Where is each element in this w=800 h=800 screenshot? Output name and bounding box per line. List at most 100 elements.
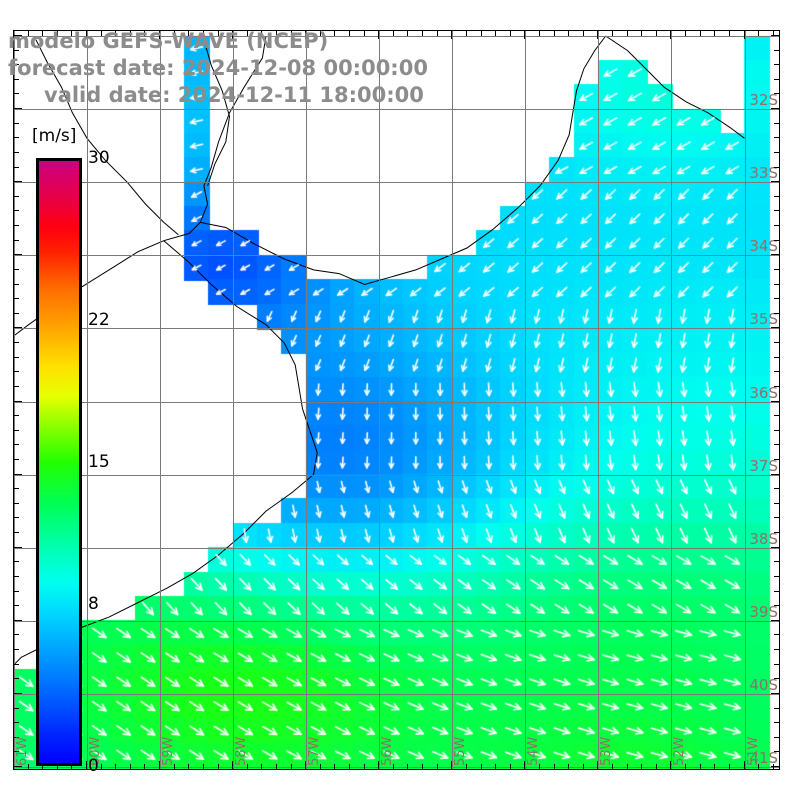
tick: [774, 722, 780, 723]
tick: [641, 30, 642, 36]
tick: [670, 30, 671, 39]
colorbar-tick-0: 0: [88, 756, 99, 776]
tick: [320, 30, 321, 36]
tick: [771, 181, 780, 182]
tick: [305, 30, 306, 39]
tick: [13, 298, 19, 299]
tick: [13, 284, 19, 285]
tick: [774, 737, 780, 738]
tick: [349, 30, 350, 36]
tick: [291, 764, 292, 770]
colorbar-unit-label: [m/s]: [32, 126, 77, 146]
tick: [685, 30, 686, 36]
tick: [86, 761, 87, 770]
lon-label-58W: 58W: [234, 736, 249, 766]
tick: [13, 357, 19, 358]
tick: [774, 459, 780, 460]
tick: [13, 708, 19, 709]
tick: [656, 30, 657, 36]
tick: [771, 254, 780, 255]
tick: [774, 605, 780, 606]
tick: [774, 444, 780, 445]
tick: [774, 591, 780, 592]
tick: [641, 764, 642, 770]
colorbar-tick-22: 22: [88, 310, 110, 331]
tick: [364, 764, 365, 770]
tick: [774, 415, 780, 416]
tick: [378, 761, 379, 770]
tick: [13, 591, 19, 592]
tick: [13, 386, 19, 387]
tick: [495, 30, 496, 36]
lon-label-52W: 52W: [672, 736, 687, 766]
tick: [232, 761, 233, 770]
tick: [774, 123, 780, 124]
map-plot-area[interactable]: 32S 33S 34S 35S 36S 37S 38S 39S 40S 41S: [13, 30, 780, 770]
tick: [554, 30, 555, 36]
tick: [714, 30, 715, 36]
left-axis-ticks: [13, 30, 22, 770]
tick: [159, 761, 160, 770]
tick: [276, 764, 277, 770]
lon-label-54W: 54W: [526, 736, 541, 766]
colorbar[interactable]: [m/s] 30 22 15 8 0: [32, 126, 110, 776]
tick: [218, 30, 219, 36]
tick: [13, 327, 22, 328]
tick: [276, 30, 277, 36]
tick: [86, 30, 87, 39]
tick: [466, 30, 467, 36]
tick: [13, 620, 22, 621]
tick: [13, 517, 19, 518]
tick: [774, 64, 780, 65]
tick: [774, 664, 780, 665]
tick: [13, 371, 19, 372]
tick: [261, 764, 262, 770]
tick: [437, 764, 438, 770]
tick: [13, 722, 19, 723]
tick: [774, 196, 780, 197]
tick: [13, 254, 22, 255]
tick: [291, 30, 292, 36]
tick: [13, 605, 19, 606]
tick: [774, 357, 780, 358]
colorbar-tick-15: 15: [88, 452, 110, 472]
tick: [13, 576, 19, 577]
tick: [261, 30, 262, 36]
tick: [656, 764, 657, 770]
tick: [774, 649, 780, 650]
colorbar-gradient: [36, 158, 82, 766]
tick: [247, 764, 248, 770]
tick: [774, 210, 780, 211]
tick: [305, 761, 306, 770]
tick: [524, 30, 525, 39]
tick: [188, 30, 189, 36]
tick: [247, 30, 248, 36]
tick: [13, 415, 19, 416]
colorbar-tick-8: 8: [88, 593, 99, 614]
tick: [771, 35, 780, 36]
tick: [13, 152, 19, 153]
tick: [13, 430, 19, 431]
tick: [13, 93, 19, 94]
lon-label-61W: 61W: [15, 736, 30, 766]
tick: [13, 503, 19, 504]
tick: [583, 764, 584, 770]
tick: [729, 764, 730, 770]
tick: [583, 30, 584, 36]
tick: [42, 764, 43, 770]
tick: [13, 488, 19, 489]
tick: [334, 30, 335, 36]
tick: [524, 761, 525, 770]
tick: [685, 764, 686, 770]
tick: [13, 30, 14, 39]
tick: [13, 313, 19, 314]
tick: [13, 64, 19, 65]
lon-label-55W: 55W: [453, 736, 468, 766]
tick: [130, 30, 131, 36]
lon-label-53W: 53W: [599, 736, 614, 766]
tick: [612, 764, 613, 770]
tick: [773, 764, 774, 770]
tick: [13, 137, 19, 138]
tick: [568, 30, 569, 36]
